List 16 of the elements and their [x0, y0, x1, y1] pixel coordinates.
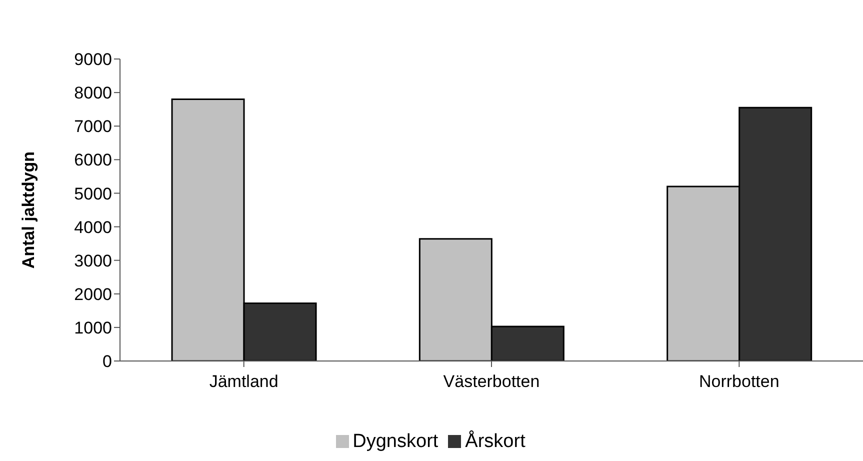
x-tick-label: Norrbotten: [699, 372, 780, 392]
y-tick-label: 5000: [74, 184, 112, 204]
y-tick-label: 4000: [74, 218, 112, 237]
y-tick-label: 3000: [74, 251, 112, 270]
y-tick-label: 2000: [74, 284, 112, 304]
y-tick-label: 1000: [74, 318, 112, 338]
y-tick-label: 6000: [74, 150, 112, 170]
legend-label: Årskort: [465, 431, 526, 452]
legend-label: Dygnskort: [352, 431, 438, 452]
y-tick-label: 0: [102, 352, 112, 372]
y-axis-title: Antal jaktdygn: [19, 151, 38, 269]
y-tick-label: 8000: [74, 84, 112, 103]
y-tick-label: 9000: [74, 50, 112, 70]
y-tick-label: 7000: [74, 117, 112, 136]
x-tick-label: Västerbotten: [443, 372, 540, 392]
x-tick-label: Jämtland: [209, 372, 278, 392]
